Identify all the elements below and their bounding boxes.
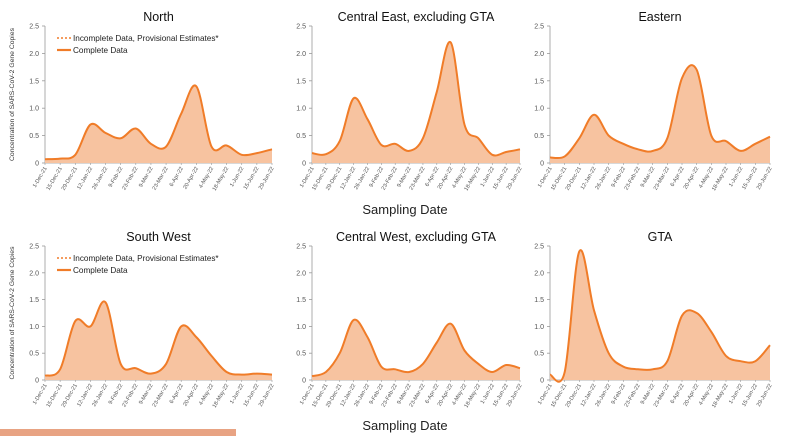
legend-label-incomplete: Incomplete Data, Provisional Estimates*	[73, 254, 219, 263]
series-area-fill	[550, 250, 770, 382]
series-line-complete	[44, 84, 273, 161]
x-tick-label: 6-Apr-22	[670, 166, 686, 188]
y-tick-label: 0	[35, 378, 39, 385]
x-axis-title-bottom: Sampling Date	[362, 418, 447, 433]
x-tick-label: 9-Mar-22	[138, 166, 155, 189]
y-tick-label: 0.5	[296, 133, 306, 140]
legend-label-complete: Complete Data	[73, 266, 128, 275]
series-line-complete	[549, 64, 771, 160]
y-tick-label: 2.0	[296, 270, 306, 277]
y-axis-title: Concentration of SARS-CoV-2 Gene Copies	[9, 27, 16, 161]
chart-panel-5: 00.51.01.52.02.51-Dec-2115-Dec-2129-Dec-…	[296, 230, 523, 409]
y-tick-label: 2.5	[29, 24, 39, 31]
x-tick-label: 9-Feb-22	[108, 166, 125, 189]
y-tick-label: 2.0	[296, 51, 306, 58]
chart-panel-3: 00.51.01.52.02.51-Dec-2115-Dec-2129-Dec-…	[534, 10, 773, 192]
y-tick-label: 0	[35, 161, 39, 168]
y-tick-label: 1.0	[296, 106, 306, 113]
source-footer-strip	[0, 429, 236, 436]
x-tick-label: 6-Apr-22	[169, 166, 185, 188]
legend-label-incomplete: Incomplete Data, Provisional Estimates*	[73, 34, 219, 43]
x-tick-label: 23-Mar-22	[152, 383, 170, 408]
x-tick-label: 23-Feb-22	[121, 383, 139, 408]
y-tick-label: 2.5	[296, 244, 306, 251]
y-tick-label: 1.0	[29, 324, 39, 331]
y-tick-label: 1.0	[296, 324, 306, 331]
y-tick-label: 1.0	[534, 106, 544, 113]
chart-panel-6: 00.51.01.52.02.51-Dec-2115-Dec-2129-Dec-…	[534, 230, 773, 409]
series-area-fill	[312, 41, 520, 164]
chart-title: South West	[126, 230, 191, 244]
y-tick-label: 1.5	[296, 297, 306, 304]
series-area-fill	[550, 65, 770, 163]
x-axis-title-top: Sampling Date	[362, 202, 447, 217]
x-tick-label: 26-Jan-22	[91, 383, 109, 408]
chart-panel-4: 00.51.01.52.02.51-Dec-2115-Dec-2129-Dec-…	[9, 230, 276, 409]
x-tick-label: 23-Feb-22	[121, 166, 139, 191]
x-tick-label: 1-Jun-22	[229, 383, 245, 405]
x-tick-label: 9-Mar-22	[138, 383, 155, 406]
x-tick-label: 1-Dec-21	[32, 383, 49, 406]
chart-title: Central West, excluding GTA	[336, 230, 497, 244]
y-tick-label: 2.0	[29, 51, 39, 58]
y-tick-label: 2.5	[29, 244, 39, 251]
y-tick-label: 0.5	[534, 133, 544, 140]
y-tick-label: 0.5	[29, 133, 39, 140]
chart-title: GTA	[648, 230, 673, 244]
chart-title: Eastern	[638, 10, 681, 24]
y-tick-label: 0	[540, 161, 544, 168]
y-tick-label: 2.5	[534, 24, 544, 31]
y-tick-label: 1.5	[29, 297, 39, 304]
series-line-complete	[311, 41, 521, 157]
y-axis-title: Concentration of SARS-CoV-2 Gene Copies	[9, 246, 16, 380]
y-tick-label: 0.5	[534, 351, 544, 358]
y-tick-label: 1.5	[29, 78, 39, 85]
y-tick-label: 2.0	[29, 270, 39, 277]
series-area-fill	[45, 301, 272, 380]
series-line-complete	[311, 318, 521, 378]
x-tick-label: 1-Dec-21	[32, 166, 49, 189]
y-tick-label: 0.5	[29, 351, 39, 358]
chart-title: North	[143, 10, 174, 24]
y-tick-label: 0	[302, 378, 306, 385]
legend-label-complete: Complete Data	[73, 46, 128, 55]
chart-panel-1: 00.51.01.52.02.51-Dec-2115-Dec-2129-Dec-…	[9, 10, 276, 192]
y-tick-label: 2.0	[534, 270, 544, 277]
series-line-complete	[44, 300, 273, 377]
x-tick-label: 29-Jun-22	[258, 383, 276, 408]
y-tick-label: 0	[302, 161, 306, 168]
x-tick-label: 6-Apr-22	[670, 383, 686, 405]
x-tick-label: 26-Jan-22	[91, 166, 109, 191]
y-tick-label: 2.0	[534, 51, 544, 58]
y-tick-label: 1.0	[29, 106, 39, 113]
y-tick-label: 2.5	[296, 24, 306, 31]
y-tick-label: 1.0	[534, 324, 544, 331]
y-tick-label: 1.5	[296, 78, 306, 85]
series-line-complete	[549, 249, 771, 383]
x-tick-label: 29-Jun-22	[258, 166, 276, 191]
x-tick-label: 9-Feb-22	[108, 383, 125, 406]
series-area-fill	[312, 319, 520, 380]
x-tick-label: 23-Mar-22	[152, 166, 170, 191]
chart-title: Central East, excluding GTA	[338, 10, 495, 24]
y-tick-label: 0	[540, 378, 544, 385]
y-tick-label: 2.5	[534, 244, 544, 251]
y-tick-label: 1.5	[534, 78, 544, 85]
y-tick-label: 1.5	[534, 297, 544, 304]
chart-panel-2: 00.51.01.52.02.51-Dec-2115-Dec-2129-Dec-…	[296, 10, 523, 192]
x-tick-label: 1-Jun-22	[229, 166, 245, 188]
x-tick-label: 6-Apr-22	[169, 383, 185, 405]
series-area-fill	[45, 85, 272, 163]
y-tick-label: 0.5	[296, 351, 306, 358]
